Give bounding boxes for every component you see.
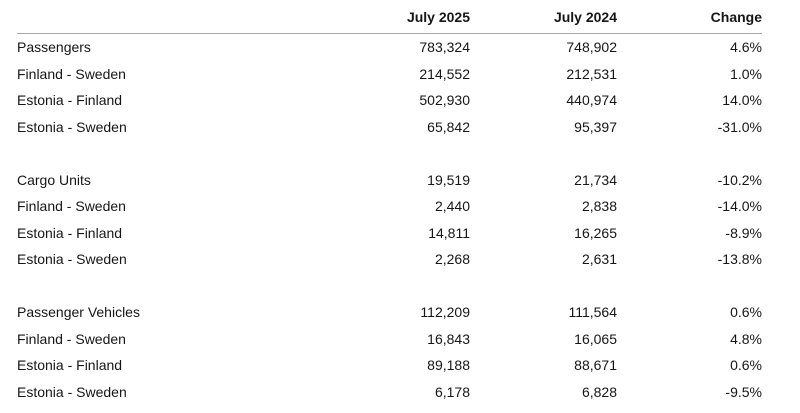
cell-july-2024: 88,671 [574, 357, 617, 374]
table-row: Finland - Sweden 2,440 2,838 -14.0% [17, 193, 762, 220]
cell-change: -13.8% [717, 251, 762, 268]
cell-july-2025: 65,842 [427, 118, 470, 135]
table-row: Estonia - Finland 14,811 16,265 -8.9% [17, 220, 762, 247]
traffic-statistics-table: July 2025 July 2024 Change Passengers 78… [17, 0, 762, 405]
table-row: Estonia - Sweden 6,178 6,828 -9.5% [17, 379, 762, 406]
cell-july-2024: 16,065 [574, 330, 617, 347]
row-label: Finland - Sweden [17, 65, 126, 82]
row-label: Cargo Units [17, 171, 91, 188]
row-label: Estonia - Sweden [17, 383, 127, 400]
cell-july-2025: 6,178 [434, 383, 470, 400]
row-label: Passengers [17, 39, 91, 56]
table-row: Finland - Sweden 214,552 212,531 1.0% [17, 61, 762, 88]
cell-july-2025: 16,843 [427, 330, 470, 347]
cell-july-2025: 112,209 [420, 304, 470, 321]
cell-change: -10.2% [717, 171, 762, 188]
cell-change: 0.6% [730, 304, 762, 321]
table-row: Estonia - Finland 89,188 88,671 0.6% [17, 352, 762, 379]
cell-july-2024: 16,265 [574, 224, 617, 241]
cell-change: -31.0% [717, 118, 762, 135]
cell-change: 0.6% [730, 357, 762, 374]
row-label: Finland - Sweden [17, 198, 126, 215]
cell-july-2025: 783,324 [419, 39, 470, 56]
cell-july-2025: 214,552 [419, 65, 470, 82]
cell-july-2024: 2,838 [581, 198, 617, 215]
cell-july-2025: 19,519 [427, 171, 470, 188]
column-header-change: Change [617, 0, 762, 34]
row-label: Estonia - Finland [17, 357, 123, 374]
table-row: Estonia - Sweden 2,268 2,631 -13.8% [17, 246, 762, 273]
cell-change: -14.0% [717, 198, 762, 215]
cell-july-2025: 14,811 [428, 224, 470, 241]
cell-change: -8.9% [725, 224, 762, 241]
row-label: Finland - Sweden [17, 330, 126, 347]
section-spacer [17, 273, 762, 300]
row-label: Estonia - Sweden [17, 251, 127, 268]
cell-july-2024: 2,631 [581, 251, 617, 268]
cell-july-2025: 2,440 [434, 198, 470, 215]
section-spacer [17, 140, 762, 167]
row-label: Estonia - Finland [17, 224, 123, 241]
column-header-july-2024: July 2024 [470, 0, 617, 34]
cell-change: 4.8% [730, 330, 762, 347]
table-row: Estonia - Finland 502,930 440,974 14.0% [17, 87, 762, 114]
cell-july-2024: 440,974 [566, 92, 617, 109]
cell-july-2024: 748,902 [566, 39, 617, 56]
cell-july-2025: 502,930 [419, 92, 470, 109]
cell-july-2024: 111,564 [568, 304, 617, 321]
row-label: Estonia - Finland [17, 92, 123, 109]
cell-change: 4.6% [730, 39, 762, 56]
table-row-passenger-vehicles-total: Passenger Vehicles 112,209 111,564 0.6% [17, 299, 762, 326]
cell-july-2024: 6,828 [581, 383, 617, 400]
table-row-passengers-total: Passengers 783,324 748,902 4.6% [17, 34, 762, 61]
cell-july-2025: 2,268 [434, 251, 470, 268]
column-header-july-2025: July 2025 [323, 0, 470, 34]
row-label: Estonia - Sweden [17, 118, 127, 135]
cell-july-2025: 89,188 [427, 357, 470, 374]
cell-change: 1.0% [730, 65, 762, 82]
cell-july-2024: 95,397 [574, 118, 617, 135]
column-header-empty [17, 0, 323, 34]
cell-july-2024: 212,531 [566, 65, 617, 82]
table-row: Estonia - Sweden 65,842 95,397 -31.0% [17, 114, 762, 141]
table-row-cargo-units-total: Cargo Units 19,519 21,734 -10.2% [17, 167, 762, 194]
table-row: Finland - Sweden 16,843 16,065 4.8% [17, 326, 762, 353]
table-header-row: July 2025 July 2024 Change [17, 0, 762, 34]
cell-july-2024: 21,734 [574, 171, 617, 188]
cell-change: -9.5% [725, 383, 762, 400]
cell-change: 14.0% [722, 92, 762, 109]
row-label: Passenger Vehicles [17, 304, 140, 321]
